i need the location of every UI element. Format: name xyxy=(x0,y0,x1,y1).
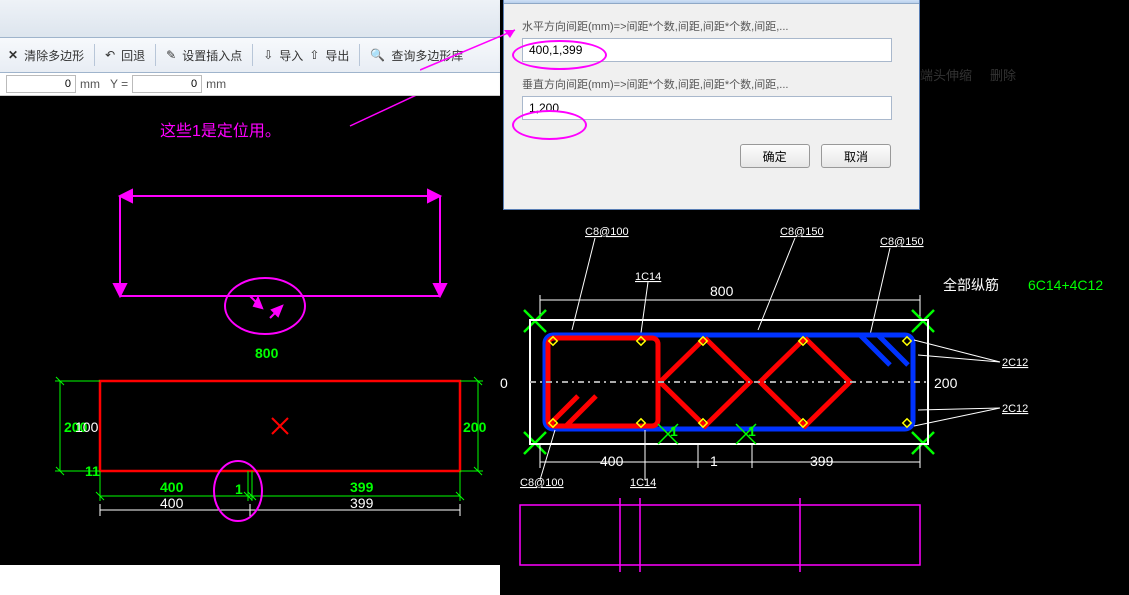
y-input[interactable] xyxy=(132,75,202,93)
v-spacing-input[interactable] xyxy=(522,96,892,120)
svg-text:2C12: 2C12 xyxy=(1002,357,1028,369)
svg-text:399: 399 xyxy=(350,479,374,495)
import-button[interactable]: 导入 xyxy=(279,47,303,64)
svg-text:399: 399 xyxy=(810,453,834,469)
x-unit: mm xyxy=(80,77,100,91)
svg-text:C8@100: C8@100 xyxy=(520,477,564,489)
svg-text:400: 400 xyxy=(160,495,184,511)
set-insert-button[interactable]: 设置插入点 xyxy=(182,47,242,64)
canvas-left[interactable]: 这些1是定位用。 800 xyxy=(0,96,500,595)
undo-icon: ↶ xyxy=(105,48,115,62)
cancel-button[interactable]: 取消 xyxy=(821,144,891,168)
ok-button[interactable]: 确定 xyxy=(740,144,810,168)
svg-text:200: 200 xyxy=(934,375,958,391)
svg-text:1C14: 1C14 xyxy=(630,477,656,489)
top-context-labels: 端头伸缩 删除 xyxy=(920,65,1016,84)
search-icon: 🔍 xyxy=(370,48,385,62)
undo-button[interactable]: 回退 xyxy=(121,47,145,64)
svg-text:6C14+4C12: 6C14+4C12 xyxy=(1028,277,1103,293)
note-text: 这些1是定位用。 xyxy=(160,122,281,140)
svg-text:100: 100 xyxy=(75,419,99,435)
clear-icon: ✕ xyxy=(8,48,18,62)
pointer-arrow xyxy=(420,20,540,80)
spacing-dialog: 水平方向间距(mm)=>间距*个数,间距,间距*个数,间距,... 垂直方向间距… xyxy=(503,0,920,210)
svg-text:2C12: 2C12 xyxy=(1002,403,1028,415)
svg-text:全部纵筋: 全部纵筋 xyxy=(943,277,999,293)
svg-text:399: 399 xyxy=(350,495,374,511)
insert-icon: ✎ xyxy=(166,48,176,62)
h-spacing-label: 水平方向间距(mm)=>间距*个数,间距,间距*个数,间距,... xyxy=(522,18,901,34)
end-extend-label[interactable]: 端头伸缩 xyxy=(920,65,972,84)
svg-text:400: 400 xyxy=(600,453,624,469)
delete-label[interactable]: 删除 xyxy=(990,65,1016,84)
svg-text:0: 0 xyxy=(500,375,508,391)
v-spacing-label: 垂直方向间距(mm)=>间距*个数,间距,间距*个数,间距,... xyxy=(522,76,901,92)
svg-text:C8@150: C8@150 xyxy=(780,226,824,238)
svg-text:400: 400 xyxy=(160,479,184,495)
svg-text:200: 200 xyxy=(463,419,487,435)
svg-text:1: 1 xyxy=(748,423,756,439)
x-input[interactable] xyxy=(6,75,76,93)
import-icon: ⇩ xyxy=(263,48,273,62)
svg-text:1: 1 xyxy=(235,481,243,497)
y-label: Y = xyxy=(110,77,128,91)
export-button[interactable]: 导出 xyxy=(325,47,349,64)
left-bottom-strip xyxy=(0,565,500,595)
export-icon: ⇧ xyxy=(309,48,319,62)
clear-poly-button[interactable]: 清除多边形 xyxy=(24,47,84,64)
svg-text:11: 11 xyxy=(85,463,100,479)
svg-text:1C14: 1C14 xyxy=(635,271,661,283)
svg-text:1: 1 xyxy=(710,453,718,469)
svg-text:1: 1 xyxy=(670,423,678,439)
y-unit: mm xyxy=(206,77,226,91)
svg-text:800: 800 xyxy=(255,345,279,361)
svg-text:C8@100: C8@100 xyxy=(585,226,629,238)
svg-text:800: 800 xyxy=(710,283,734,299)
left-drawing: 这些1是定位用。 800 xyxy=(0,96,500,595)
svg-text:C8@150: C8@150 xyxy=(880,236,924,248)
h-spacing-input[interactable] xyxy=(522,38,892,62)
